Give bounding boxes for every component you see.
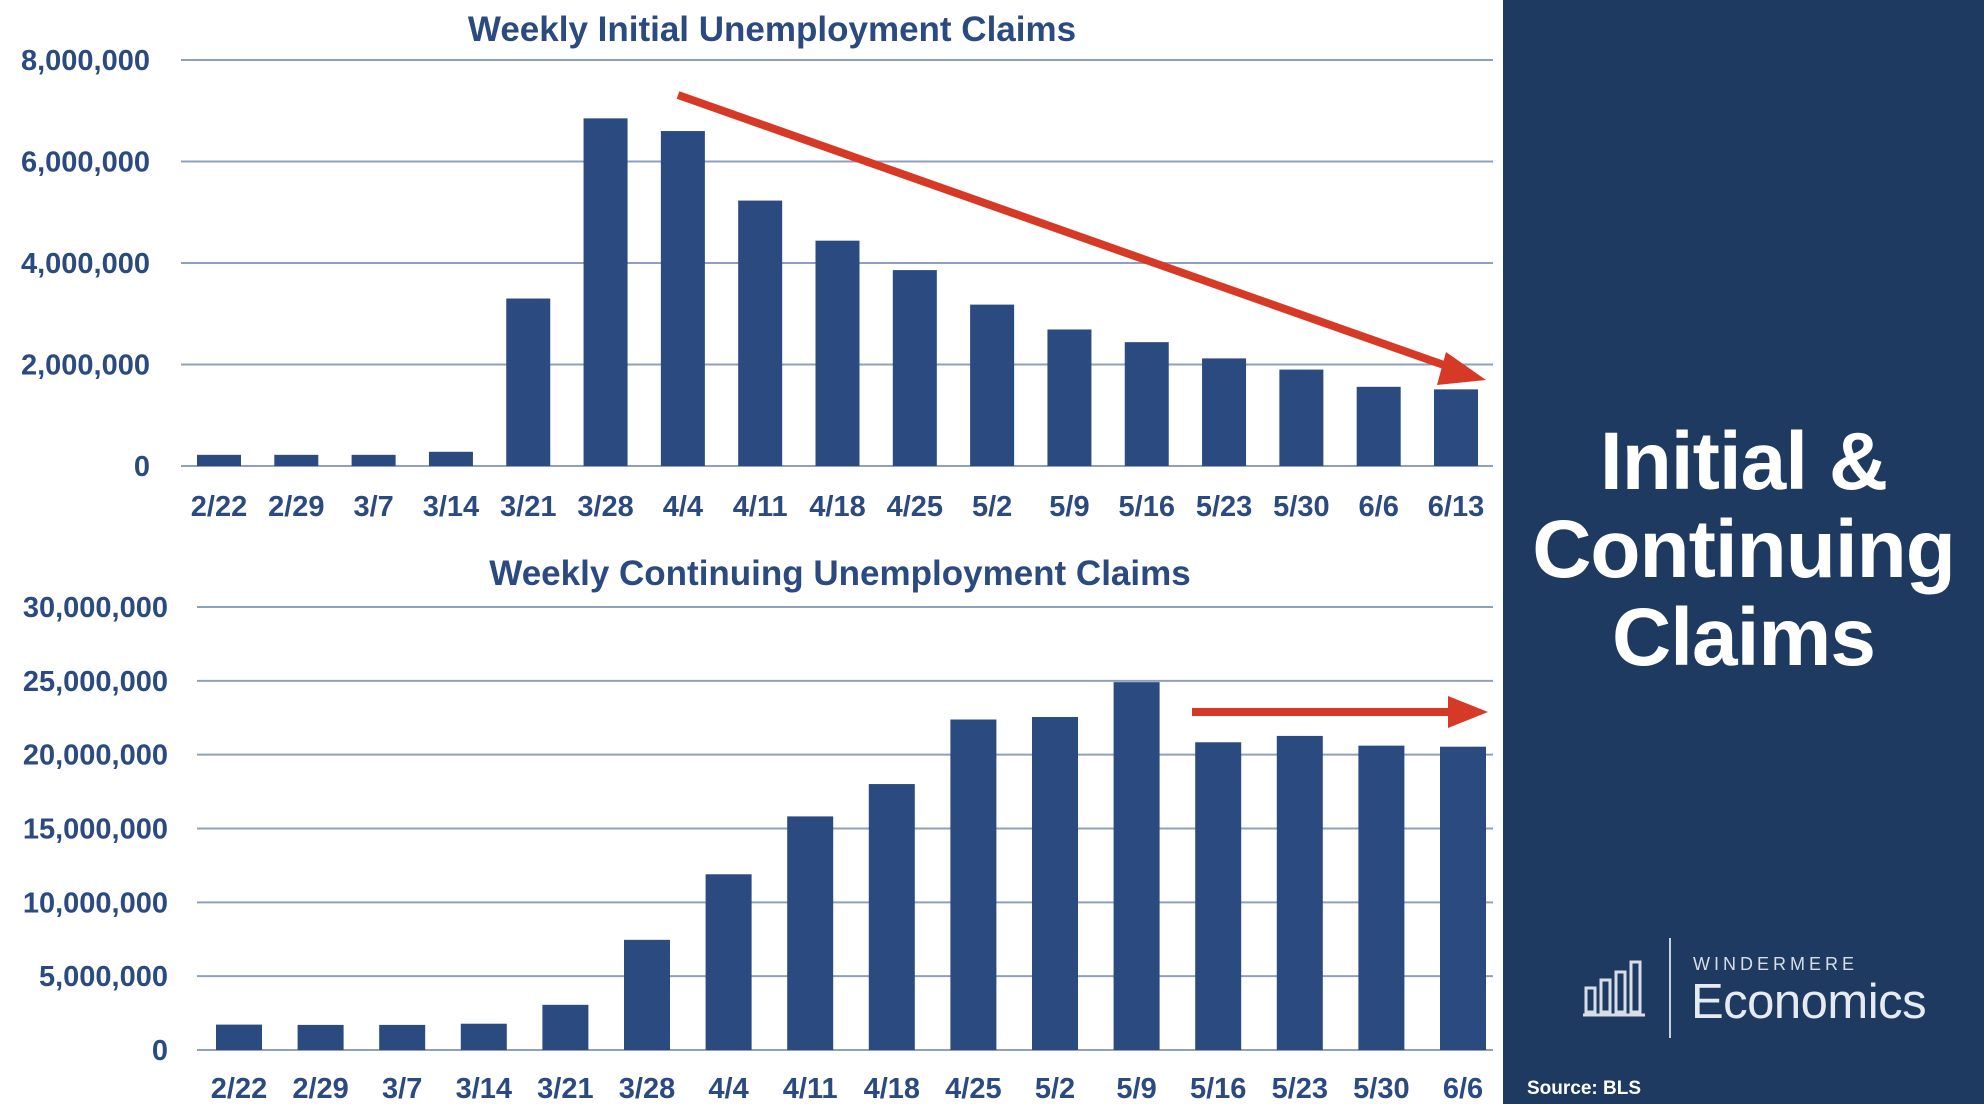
bar — [892, 270, 937, 466]
bar — [660, 131, 705, 467]
trend-arrow-head-icon — [1448, 696, 1488, 728]
x-category-label: 3/28 — [619, 1073, 675, 1104]
y-tick-label: 25,000,000 — [23, 666, 168, 698]
bar — [428, 451, 473, 466]
bar — [705, 874, 752, 1050]
y-tick-label: 0 — [152, 1035, 168, 1067]
x-category-label: 3/21 — [500, 491, 556, 523]
bar — [506, 298, 551, 466]
bar — [1113, 682, 1160, 1050]
bar — [1202, 358, 1247, 466]
bar — [542, 1004, 589, 1050]
x-category-label: 5/30 — [1273, 491, 1329, 523]
bar — [197, 454, 241, 466]
chart-title: Weekly Initial Unemployment Claims — [468, 10, 1076, 49]
trend-arrow-shaft — [676, 91, 1460, 374]
brand-logo: WINDERMERE Economics — [1583, 938, 1963, 1038]
y-tick-label: 4,000,000 — [21, 248, 150, 280]
x-category-label: 4/18 — [809, 491, 865, 523]
y-tick-label: 15,000,000 — [23, 814, 168, 846]
bar — [624, 939, 670, 1050]
x-category-label: 4/11 — [783, 1073, 838, 1104]
bar — [1356, 386, 1401, 466]
x-category-label: 5/2 — [972, 491, 1012, 523]
x-category-label: 6/6 — [1359, 491, 1399, 523]
y-tick-label: 20,000,000 — [23, 740, 168, 772]
x-category-label: 4/25 — [887, 491, 943, 523]
y-tick-label: 30,000,000 — [23, 592, 168, 624]
bar — [1047, 329, 1092, 466]
chart-title: Weekly Continuing Unemployment Claims — [489, 554, 1190, 593]
x-category-label: 2/22 — [211, 1073, 267, 1104]
bar — [1195, 742, 1242, 1050]
side-panel-title: Initial & Continuing Claims — [1503, 418, 1984, 682]
bar — [815, 240, 860, 466]
x-category-label: 2/22 — [191, 491, 247, 523]
bar — [460, 1023, 507, 1050]
y-tick-label: 5,000,000 — [39, 961, 168, 993]
bar — [868, 784, 915, 1050]
x-category-label: 6/13 — [1428, 491, 1484, 523]
bar — [970, 304, 1015, 466]
x-category-label: 2/29 — [268, 491, 324, 523]
side-title-line-2: Continuing — [1532, 504, 1956, 595]
y-tick-label: 6,000,000 — [21, 147, 150, 179]
bar — [297, 1024, 344, 1050]
brand-divider — [1669, 938, 1671, 1038]
x-category-label: 3/7 — [353, 491, 393, 523]
bar — [1124, 342, 1169, 466]
charts-area: Weekly Initial Unemployment Claims 8,000,… — [20, 10, 1493, 1104]
bar — [1358, 745, 1405, 1050]
bar — [216, 1024, 262, 1050]
x-category-label: 5/16 — [1190, 1073, 1246, 1104]
x-category-label: 3/28 — [577, 491, 633, 523]
source-note: Source: BLS — [1527, 1078, 1642, 1099]
x-category-label: 5/16 — [1119, 491, 1175, 523]
x-category-label: 6/6 — [1443, 1073, 1483, 1104]
x-category-label: 5/23 — [1272, 1073, 1328, 1104]
y-tick-label: 2,000,000 — [21, 350, 150, 382]
x-category-label: 4/4 — [663, 491, 703, 523]
continuing-claims-chart: Weekly Continuing Unemployment Claims 30,… — [23, 554, 1493, 1104]
brand-name-small: WINDERMERE — [1693, 954, 1858, 974]
bar-chart-logo-icon — [1583, 960, 1645, 1017]
x-category-label: 5/9 — [1049, 491, 1089, 523]
bar — [1440, 746, 1486, 1050]
trend-arrow-head-icon — [1437, 352, 1486, 385]
bar — [1434, 389, 1478, 466]
bar — [379, 1024, 426, 1050]
bar — [738, 200, 783, 466]
side-title-line-1: Initial & — [1599, 416, 1888, 507]
x-category-label: 4/18 — [864, 1073, 920, 1104]
y-tick-label: 8,000,000 — [21, 45, 150, 77]
x-category-label: 5/9 — [1116, 1073, 1156, 1104]
x-category-label: 2/29 — [292, 1073, 348, 1104]
side-title-line-3: Claims — [1612, 592, 1876, 683]
x-category-label: 5/30 — [1353, 1073, 1409, 1104]
bar — [1276, 735, 1323, 1050]
bar — [351, 454, 396, 466]
x-category-label: 3/7 — [382, 1073, 422, 1104]
x-category-label: 5/2 — [1035, 1073, 1075, 1104]
x-category-label: 3/14 — [423, 491, 479, 523]
x-category-label: 4/11 — [733, 491, 788, 523]
bar — [787, 816, 834, 1050]
x-category-label: 5/23 — [1196, 491, 1252, 523]
bar — [1032, 717, 1078, 1050]
bar — [583, 118, 628, 467]
x-category-label: 4/25 — [945, 1073, 1001, 1104]
x-category-label: 4/4 — [708, 1073, 748, 1104]
x-category-label: 3/21 — [537, 1073, 593, 1104]
y-tick-label: 10,000,000 — [23, 887, 168, 919]
brand-name-large: Economics — [1691, 975, 1927, 1029]
y-tick-label: 0 — [134, 451, 150, 483]
bar — [950, 719, 997, 1050]
bar — [1279, 369, 1324, 466]
initial-claims-chart: Weekly Initial Unemployment Claims 8,000,… — [21, 10, 1493, 523]
bar — [274, 454, 319, 466]
side-panel: Initial & Continuing Claims WINDERMERE E… — [1503, 0, 1984, 1104]
x-category-label: 3/14 — [456, 1073, 512, 1104]
